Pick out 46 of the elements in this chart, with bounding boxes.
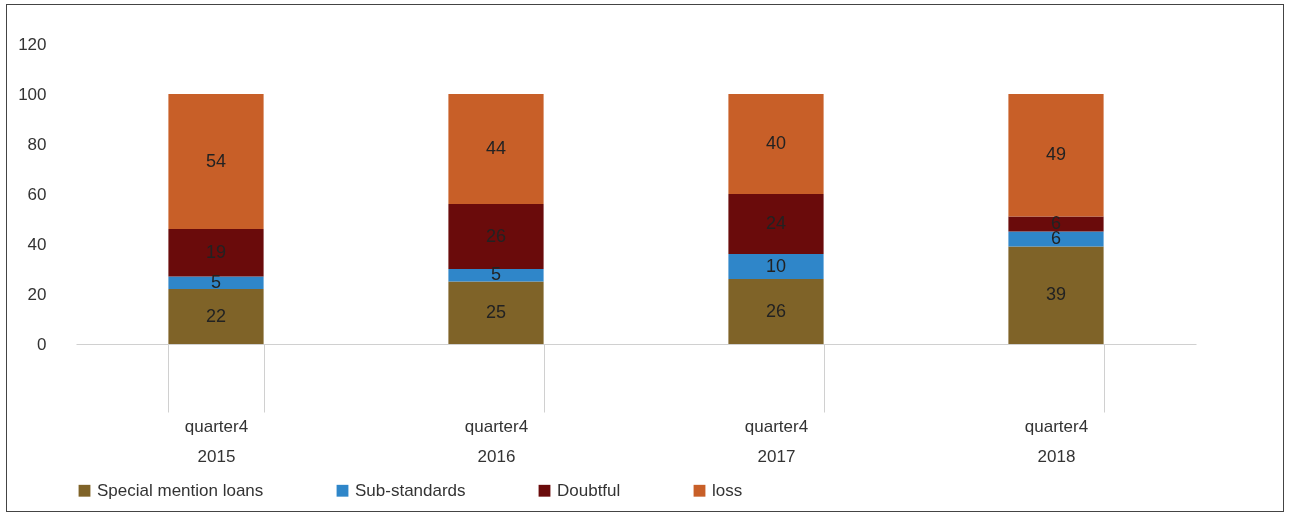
bar [728, 94, 824, 194]
data-label: 26 [485, 225, 507, 246]
data-label: 44 [485, 138, 507, 158]
bar [728, 279, 824, 344]
bar [728, 194, 824, 254]
bar [168, 289, 264, 344]
bar [1008, 216, 1104, 232]
x-tick-label: quarter4 2018 [1024, 416, 1089, 466]
x-tick-label: quarter4 2015 [184, 416, 249, 466]
data-label: 26 [765, 300, 787, 321]
data-label: 10 [765, 255, 787, 276]
bar [448, 281, 544, 344]
bar [168, 276, 264, 289]
x-tick-label: quarter4 2017 [744, 416, 809, 466]
data-label: 49 [1045, 144, 1067, 165]
data-label: 19 [205, 241, 227, 262]
data-label: 54 [205, 150, 227, 171]
y-tick-label: 60 [27, 184, 47, 204]
y-tick-label: 80 [27, 134, 47, 154]
bar [1008, 231, 1104, 247]
data-label: 6 [1050, 228, 1062, 248]
y-tick-label: 100 [18, 84, 47, 104]
x-tick-label: quarter4 2016 [464, 416, 529, 466]
bar [448, 204, 544, 269]
legend-label: Special mention loans [97, 480, 264, 500]
data-label: 25 [485, 301, 507, 322]
bar [448, 94, 544, 204]
data-label: 39 [1045, 284, 1067, 305]
bar [1008, 94, 1104, 217]
bar [728, 254, 824, 279]
bar [1008, 246, 1104, 344]
data-label: 24 [765, 213, 787, 233]
legend-label: loss [712, 480, 743, 500]
data-label: 5 [490, 264, 502, 285]
legend-label: Doubtful [557, 480, 621, 500]
y-tick-label: 40 [27, 234, 47, 254]
y-tick-label: 120 [18, 34, 47, 54]
data-label: 40 [765, 133, 787, 153]
bar [168, 94, 264, 229]
legend-label: Sub-standards [355, 480, 466, 500]
bar [168, 229, 264, 277]
y-tick-label: 0 [37, 334, 47, 354]
data-label: 5 [210, 271, 222, 292]
y-tick-label: 20 [27, 284, 47, 304]
bar [448, 269, 544, 282]
data-label: 22 [205, 305, 227, 326]
